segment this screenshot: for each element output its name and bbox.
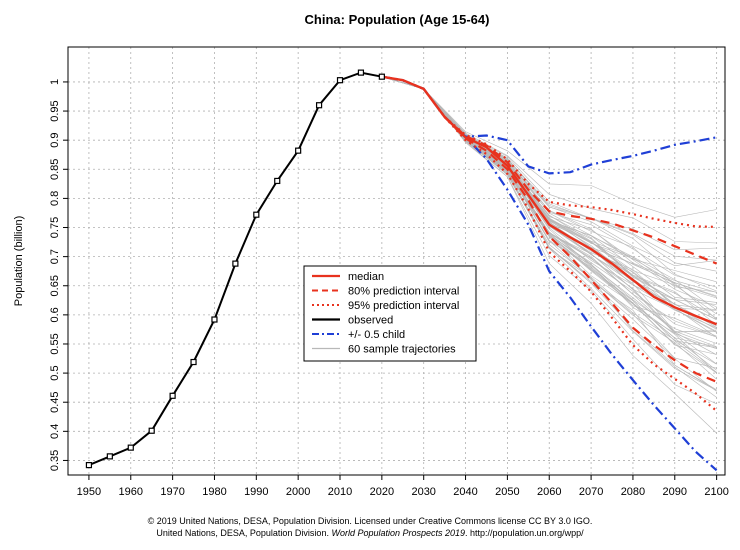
y-axis-label: Population (billion)	[13, 216, 25, 307]
sample-trajectory	[381, 76, 717, 218]
y-tick-label: 0.9	[49, 133, 61, 148]
pi95-line	[443, 116, 717, 228]
grid	[68, 47, 725, 475]
observed-series	[85, 69, 385, 469]
legend-label: +/- 0.5 child	[348, 329, 405, 341]
median-line	[381, 75, 718, 326]
x-tick-label: 2050	[495, 486, 519, 498]
sample-trajectory	[381, 76, 717, 319]
x-tick-label: 1980	[202, 486, 226, 498]
y-tick-label: 1	[49, 79, 61, 85]
plot-frame	[67, 46, 726, 476]
observed-point	[148, 427, 155, 434]
footer-copyright: © 2019 United Nations, DESA, Population …	[147, 516, 593, 526]
x-tick-label: 2100	[704, 486, 728, 498]
y-tick-label: 0.45	[49, 391, 61, 412]
y-tick-label: 0.65	[49, 275, 61, 296]
x-tick-label: 2080	[621, 486, 645, 498]
y-axis: 0.35 0.45 0.55 0.65 0.75 0.85 0.95 0.4 0.5 0.6 0.7…	[49, 79, 68, 471]
observed-point	[190, 358, 197, 366]
series-layer	[381, 75, 718, 472]
y-tick-label: 0.55	[49, 333, 61, 354]
x-tick-label: 2070	[579, 486, 603, 498]
x-tick-label: 2030	[411, 486, 435, 498]
footer-source-title: World Population Prospects 2019	[331, 528, 466, 538]
observed-point	[127, 444, 134, 451]
observed-point	[169, 392, 176, 399]
pi80-line	[443, 116, 718, 383]
x-tick-label: 2020	[370, 486, 394, 498]
observed-point	[357, 69, 365, 76]
legend: median 80% prediction interval 95% predict…	[303, 265, 477, 362]
legend-label: observed	[348, 315, 393, 327]
x-tick-label: 1960	[119, 486, 143, 498]
chart-title: China: Population (Age 15-64)	[305, 12, 490, 27]
observed-point	[232, 260, 239, 267]
x-axis: 1950 1960 1970 1980 1990 2000 2010 2020 2030 2040…	[77, 475, 729, 498]
x-tick-label: 1990	[244, 486, 268, 498]
y-tick-label: 0.6	[49, 307, 61, 322]
pi95-line	[443, 116, 718, 412]
y-tick-label: 0.95	[49, 100, 61, 121]
legend-label: 95% prediction interval	[348, 300, 459, 312]
observed-point	[295, 147, 302, 154]
x-tick-label: 1950	[77, 486, 101, 498]
y-tick-label: 0.7	[49, 249, 61, 264]
y-tick-label: 0.85	[49, 159, 61, 180]
observed-point	[85, 462, 93, 469]
y-tick-label: 0.75	[49, 217, 61, 238]
observed-point	[336, 77, 344, 84]
x-tick-label: 2010	[328, 486, 352, 498]
footer-source-url: . http://population.un.org/wpp/	[465, 528, 584, 538]
sample-trajectory	[381, 76, 717, 293]
y-tick-label: 0.4	[49, 424, 61, 439]
x-tick-label: 1970	[160, 486, 184, 498]
footer-source-prefix: United Nations, DESA, Population Divisio…	[156, 528, 332, 538]
y-tick-label: 0.5	[49, 365, 61, 380]
x-tick-label: 2060	[537, 486, 561, 498]
legend-label: 60 sample trajectories	[348, 344, 456, 356]
observed-point	[274, 177, 281, 185]
observed-point	[106, 453, 113, 460]
observed-point	[253, 211, 260, 218]
observed-point	[211, 316, 218, 323]
sample-trajectories	[381, 76, 717, 434]
x-tick-label: 2040	[453, 486, 477, 498]
population-chart: China: Population (Age 15-64) 1950 1960 19…	[13, 12, 729, 498]
x-tick-label: 2000	[286, 486, 310, 498]
legend-box	[303, 265, 477, 362]
y-tick-label: 0.35	[49, 450, 61, 471]
footer-source: United Nations, DESA, Population Divisio…	[0, 528, 740, 539]
y-tick-label: 0.8	[49, 191, 61, 206]
sample-trajectory	[381, 76, 717, 434]
legend-label: median	[348, 271, 384, 283]
legend-label: 80% prediction interval	[348, 286, 459, 298]
x-tick-label: 2090	[663, 486, 687, 498]
observed-point	[378, 73, 385, 80]
observed-point	[315, 102, 323, 109]
